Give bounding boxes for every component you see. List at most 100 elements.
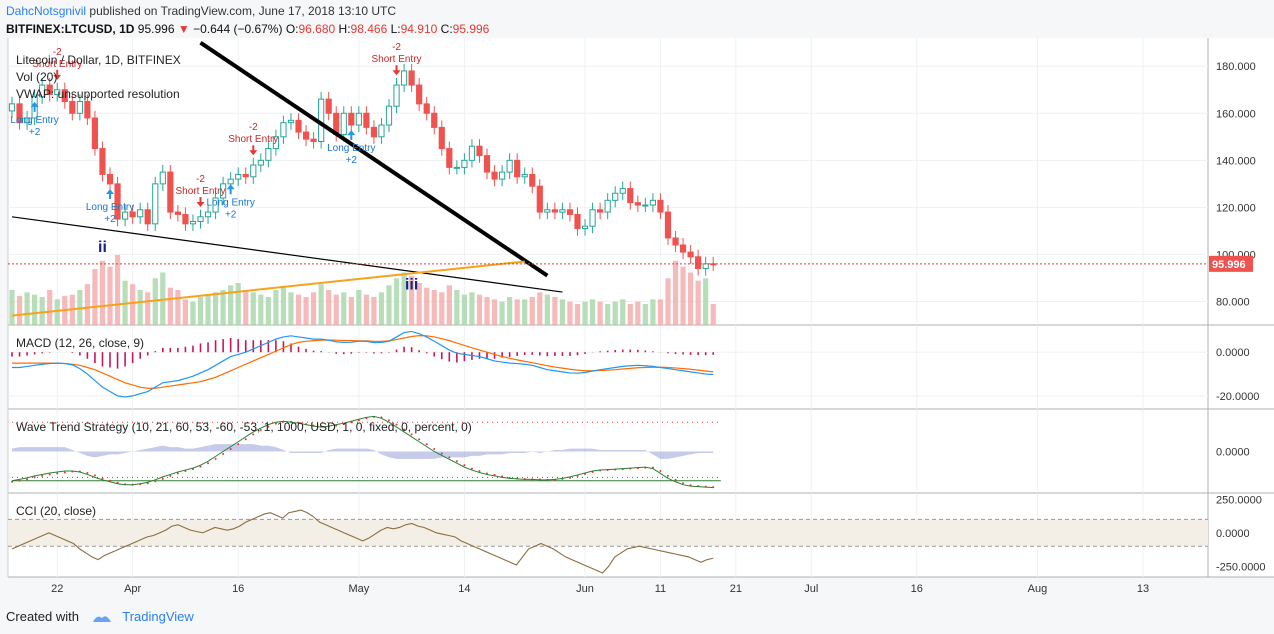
footer: Created with TradingView — [6, 609, 194, 624]
volume-bar — [32, 294, 38, 325]
volume-bar — [114, 255, 121, 325]
author-link[interactable]: DahcNotsgnivil — [6, 4, 87, 18]
candle-body — [39, 84, 46, 98]
volume-bar — [235, 283, 241, 325]
high-value: 98.466 — [350, 22, 388, 36]
volume-bar — [212, 292, 219, 325]
volume-bar — [205, 294, 211, 325]
candle-body — [597, 209, 604, 213]
plot-background — [8, 38, 1274, 577]
short-entry-label: Short Entry — [32, 59, 82, 70]
macd-line — [12, 330, 714, 398]
candle-body — [197, 216, 204, 222]
wavetrend-signal-dot — [41, 474, 44, 477]
cci-band — [8, 519, 1208, 547]
long-entry-arrow-icon — [106, 188, 115, 199]
volume-bar — [250, 292, 256, 325]
volume-bar — [371, 297, 377, 325]
volume-bar — [454, 290, 460, 325]
candle-body — [544, 209, 551, 213]
candle-body — [348, 112, 355, 126]
candle-body — [431, 112, 438, 128]
wavetrend-signal-dot — [214, 457, 217, 460]
long-entry-arrow-icon — [226, 184, 235, 195]
volume-bar — [409, 276, 415, 325]
volume-bar — [552, 297, 558, 325]
candle-body — [54, 89, 61, 95]
volume-bar — [522, 299, 528, 325]
volume-bar — [39, 297, 45, 325]
wavetrend-signal-dot — [63, 471, 66, 474]
wavetrend-signal-dot — [199, 465, 202, 468]
volume-bar — [190, 301, 196, 325]
candle-body — [272, 136, 279, 150]
wavetrend-signal-dot — [229, 448, 232, 451]
candle-body — [423, 103, 430, 114]
candle-body — [159, 171, 166, 185]
cci-tick-label: 250.0000 — [1216, 494, 1262, 506]
wavetrend-signal-dot — [11, 480, 13, 483]
wavetrend-signal-dot — [237, 443, 240, 446]
volume-bar — [341, 292, 347, 325]
volume-bar — [311, 292, 317, 325]
volume-bar — [597, 301, 603, 325]
volume-bar — [228, 285, 234, 325]
candle-body — [506, 159, 513, 173]
candle-body — [612, 192, 619, 201]
candle-body — [604, 199, 611, 213]
open-label: O: — [285, 22, 299, 36]
candle-body — [649, 199, 656, 206]
volume-bar — [295, 294, 302, 325]
candle-body — [627, 188, 634, 204]
volume-bar — [650, 299, 656, 325]
volume-bar — [529, 297, 535, 325]
long-entry-arrow-icon — [347, 130, 356, 141]
volume-bar — [688, 272, 694, 325]
candle-body — [69, 101, 76, 114]
long-entry-qty: +2 — [346, 155, 358, 166]
candle-body — [122, 211, 129, 220]
volume-bar — [197, 297, 204, 325]
candle-body — [257, 159, 264, 166]
publish-line: DahcNotsgnivil published on TradingView.… — [6, 4, 396, 18]
wavetrend-signal-dot — [244, 438, 247, 441]
short-entry-arrow-icon — [392, 65, 401, 76]
long-entry-label: Long Entry — [86, 202, 134, 213]
candle-body — [400, 70, 408, 86]
candle-body — [265, 148, 272, 161]
volume-bar — [393, 278, 400, 325]
candle-body — [657, 199, 664, 213]
wavetrend-signal-dot — [252, 433, 255, 436]
volume-bar — [461, 294, 467, 325]
volume-bar — [378, 292, 385, 325]
volume-bar — [288, 292, 294, 325]
wavetrend-title: Wave Trend Strategy (10, 21, 60, 53, -60… — [16, 420, 472, 434]
candle-body — [340, 112, 347, 135]
candle-body — [129, 211, 136, 218]
candle-body — [483, 155, 491, 173]
volume-bar — [92, 269, 98, 325]
candle-body — [76, 101, 83, 114]
wavetrend-signal-dot — [418, 438, 421, 441]
candle-body — [325, 98, 332, 114]
low-value: 94.910 — [400, 22, 438, 36]
short-entry-arrow-icon — [196, 196, 205, 207]
volume-bar — [469, 292, 475, 325]
candle-body — [242, 173, 249, 178]
symbol-line: BITFINEX:LTCUSD, 1D 95.996 ▼ −0.644 (−0.… — [6, 22, 489, 36]
volume-bar — [589, 299, 596, 325]
candle-body — [378, 124, 385, 138]
high-label: H: — [338, 22, 351, 36]
candle-body — [385, 105, 393, 126]
x-tick-label: 13 — [1137, 583, 1149, 595]
candle-body — [91, 117, 99, 150]
volume-bar — [137, 290, 143, 325]
vwap-legend: VWAP: unsupported resolution — [16, 87, 180, 101]
wavetrend-signal-dot — [410, 433, 413, 436]
wavetrend-signal-dot — [448, 456, 451, 459]
volume-bar — [348, 297, 354, 325]
price-pane-title: Litecoin / Dollar, 1D, BITFINEX — [16, 53, 181, 67]
candle-body — [453, 166, 460, 169]
tradingview-link[interactable]: TradingView — [122, 609, 194, 624]
